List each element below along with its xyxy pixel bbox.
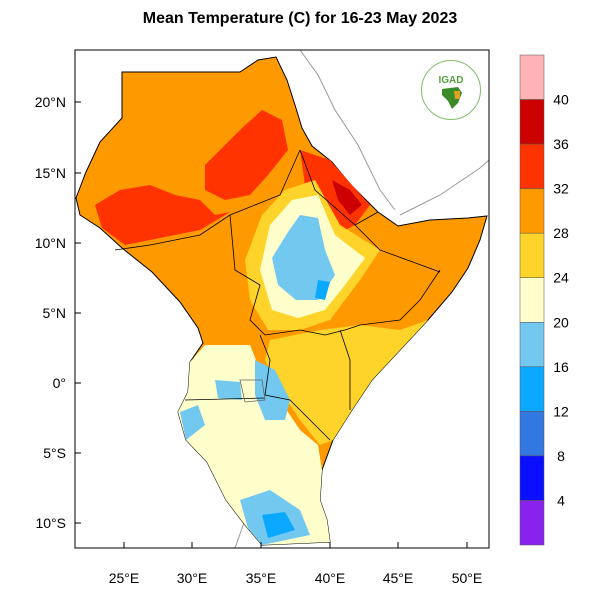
colorbar-label: 32 <box>553 181 569 197</box>
lon-tick-label: 40°E <box>315 570 346 586</box>
lake-victoria <box>239 379 266 403</box>
country-borders <box>114 149 441 441</box>
chart-title: Mean Temperature (C) for 16-23 May 2023 <box>142 10 458 27</box>
colorbar-swatch <box>519 500 545 546</box>
zone-20-24 <box>178 345 330 545</box>
colorbar-swatch <box>519 411 545 457</box>
colorbar-swatch <box>519 277 545 323</box>
zone-32-36 <box>300 150 370 235</box>
lat-tick-label: 0° <box>53 375 66 391</box>
igad-logo-graphic: IGAD <box>439 75 464 109</box>
zone-36-40 <box>332 180 362 215</box>
axis-ticks: 25°E 30°E 35°E 40°E 45°E 50°E 20°N 15°N 10°N 5°N 0… <box>35 94 483 586</box>
colorbar-label: 36 <box>553 136 569 152</box>
zone-32-36 <box>205 110 288 200</box>
zone-32-36 <box>95 185 230 245</box>
lat-tick-label: 5°N <box>43 305 67 321</box>
lon-tick-label: 35°E <box>246 570 277 586</box>
zone-16-20 <box>180 405 205 440</box>
temperature-field <box>75 50 489 548</box>
colorbar-label: 16 <box>553 359 569 375</box>
lon-tick-label: 50°E <box>452 570 483 586</box>
map-frame <box>74 49 490 549</box>
lon-tick-label: 25°E <box>109 570 140 586</box>
lat-tick-label: 20°N <box>35 94 66 110</box>
colorbar: 40 36 32 28 24 20 16 12 8 4 <box>519 54 569 546</box>
logo-text: IGAD <box>439 75 464 86</box>
colorbar-label: 20 <box>553 314 569 330</box>
zone-12-16 <box>262 512 295 538</box>
lat-tick-label: 15°N <box>35 165 66 181</box>
colorbar-label: 28 <box>553 225 569 241</box>
zone-16-20 <box>255 360 290 420</box>
colorbar-label: 12 <box>553 403 569 419</box>
zone-16-20 <box>272 215 335 300</box>
colorbar-swatch <box>519 232 545 278</box>
colorbar-label: 8 <box>557 448 565 464</box>
colorbar-swatch <box>519 99 545 145</box>
colorbar-swatch <box>519 366 545 412</box>
lon-tick-label: 45°E <box>383 570 414 586</box>
lat-tick-label: 10°S <box>35 515 66 531</box>
colorbar-swatch <box>519 143 545 189</box>
colorbar-swatch <box>519 188 545 234</box>
colorbar-swatch <box>519 455 545 501</box>
colorbar-label: 24 <box>553 270 569 286</box>
colorbar-label: 4 <box>557 492 565 508</box>
zone-24-28 <box>265 320 428 445</box>
zone-16-20 <box>215 380 242 400</box>
lat-tick-label: 10°N <box>35 235 66 251</box>
colorbar-label: 40 <box>553 92 569 108</box>
igad-logo: IGAD <box>421 60 481 120</box>
colorbar-swatch <box>519 322 545 368</box>
lon-tick-label: 30°E <box>177 570 208 586</box>
zone-12-16 <box>315 280 330 300</box>
lat-tick-label: 5°S <box>43 445 66 461</box>
colorbar-swatch <box>519 54 545 100</box>
